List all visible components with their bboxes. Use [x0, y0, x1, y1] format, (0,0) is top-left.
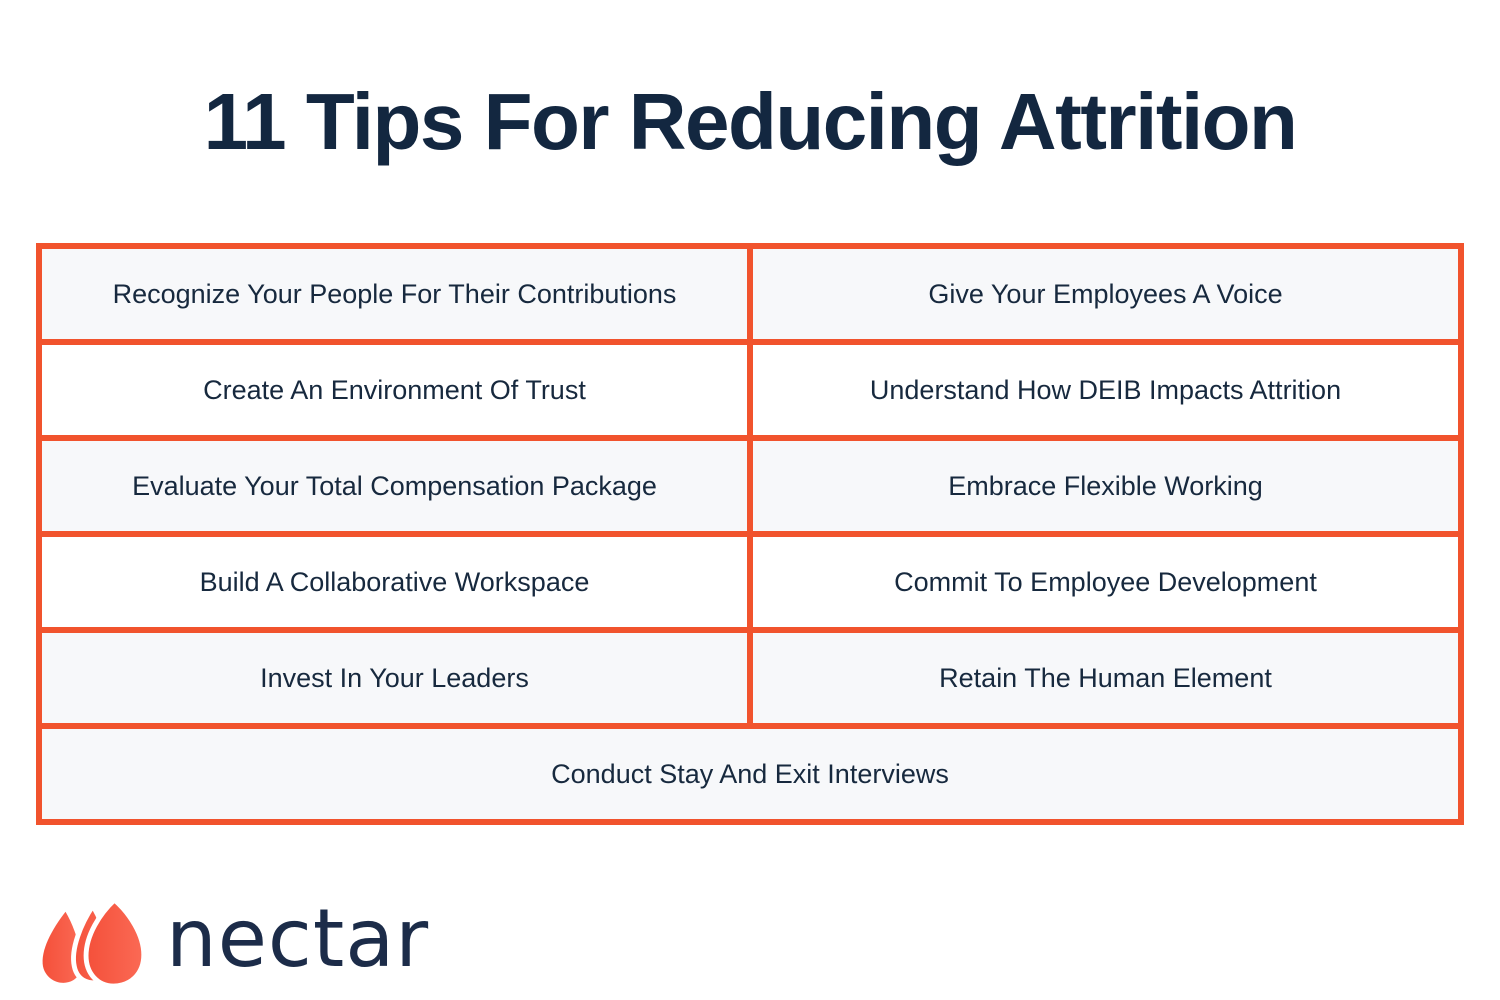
tip-cell: Give Your Employees A Voice — [753, 249, 1458, 339]
tip-cell: Create An Environment Of Trust — [42, 345, 747, 435]
tip-cell: Recognize Your People For Their Contribu… — [42, 249, 747, 339]
tip-cell: Build A Collaborative Workspace — [42, 537, 747, 627]
nectar-wordmark: nectar — [166, 892, 430, 985]
page-title: 11 Tips For Reducing Attrition — [203, 77, 1298, 166]
tip-cell: Commit To Employee Development — [753, 537, 1458, 627]
tip-cell: Invest In Your Leaders — [42, 633, 747, 723]
tips-table: Recognize Your People For Their Contribu… — [36, 243, 1464, 825]
tip-cell: Understand How DEIB Impacts Attrition — [753, 345, 1458, 435]
tip-cell: Conduct Stay And Exit Interviews — [42, 729, 1458, 819]
tip-cell: Embrace Flexible Working — [753, 441, 1458, 531]
tip-cell: Evaluate Your Total Compensation Package — [42, 441, 747, 531]
nectar-flower-icon — [42, 898, 147, 988]
tip-cell: Retain The Human Element — [753, 633, 1458, 723]
nectar-logo: nectar — [30, 898, 429, 988]
